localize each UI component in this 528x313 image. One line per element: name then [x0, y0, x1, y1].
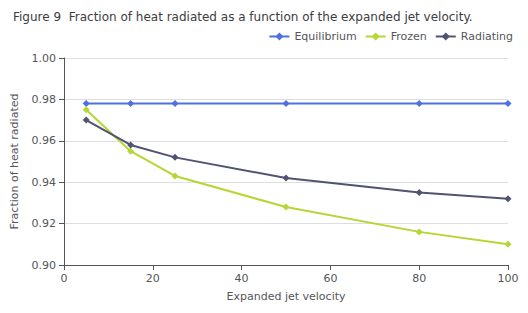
svg-text:Expanded jet velocity: Expanded jet velocity — [226, 290, 345, 303]
svg-text:0.90: 0.90 — [32, 259, 57, 272]
svg-text:0: 0 — [61, 272, 68, 285]
svg-text:0.92: 0.92 — [32, 217, 57, 230]
svg-text:20: 20 — [146, 272, 160, 285]
svg-text:100: 100 — [498, 272, 519, 285]
svg-text:Equilibrium: Equilibrium — [294, 30, 356, 43]
svg-text:Radiating: Radiating — [461, 30, 513, 43]
svg-text:0.98: 0.98 — [32, 93, 57, 106]
svg-text:80: 80 — [412, 272, 426, 285]
svg-text:Frozen: Frozen — [391, 30, 427, 43]
svg-text:60: 60 — [323, 272, 337, 285]
svg-text:0.96: 0.96 — [32, 134, 57, 147]
svg-text:0.94: 0.94 — [32, 176, 57, 189]
svg-text:40: 40 — [235, 272, 249, 285]
svg-text:Figure 9 Fraction of heat rad: Figure 9 Fraction of heat radiated as a … — [13, 10, 473, 24]
svg-text:1.00: 1.00 — [32, 52, 57, 65]
svg-text:Fraction of heat radiated: Fraction of heat radiated — [8, 94, 21, 230]
